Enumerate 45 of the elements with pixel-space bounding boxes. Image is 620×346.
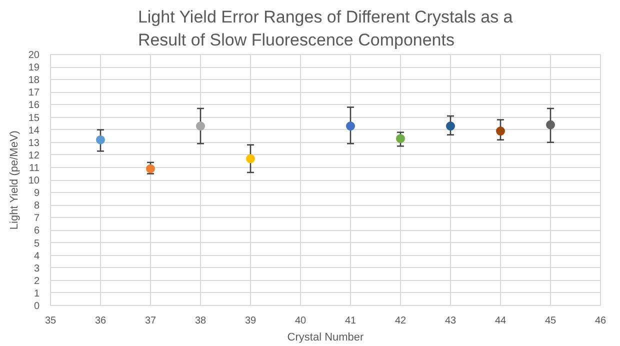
x-tick-label: 44 <box>494 316 506 326</box>
y-tick-label: 9 <box>34 188 40 200</box>
point <box>546 120 555 130</box>
x-tick-label: 46 <box>594 316 606 326</box>
point <box>196 122 205 131</box>
y-tick-label: 12 <box>28 150 40 162</box>
y-tick-label: 2 <box>34 276 40 287</box>
y-tick-label: 1 <box>34 288 40 300</box>
y-tick-label: 3 <box>34 263 40 274</box>
y-tick-label: 19 <box>28 62 40 74</box>
y-tick-label: 14 <box>28 125 40 136</box>
x-tick-label: 38 <box>194 316 206 326</box>
chart-title: Light Yield Error Ranges of Different Crystals as a Result of Slow Fluorescence Components <box>138 8 514 50</box>
y-tick-label: 16 <box>28 100 40 112</box>
x-tick-label: 43 <box>444 316 456 326</box>
y-tick-label: 18 <box>28 75 40 86</box>
x-tick-label: 36 <box>94 316 106 326</box>
y-tick-label: 4 <box>34 250 40 262</box>
point <box>396 134 405 144</box>
y-tick-label: 6 <box>34 226 40 237</box>
y-tick-label: 17 <box>28 88 40 99</box>
point <box>496 126 505 136</box>
y-tick-label: 0 <box>34 301 40 312</box>
y-tick-label: 20 <box>28 50 40 61</box>
y-tick-label: 15 <box>28 112 40 124</box>
y-tick-label: 13 <box>28 138 40 149</box>
x-tick-label: 45 <box>544 316 556 326</box>
point <box>96 135 105 144</box>
x-tick-label: 40 <box>294 316 306 326</box>
y-tick-label: 5 <box>34 238 40 250</box>
x-tick-label: 42 <box>394 316 406 326</box>
y-tick-label: 10 <box>28 176 40 186</box>
y-axis-title: Light Yield (pe/MeV) <box>8 130 20 230</box>
x-tick-label: 39 <box>244 316 256 326</box>
y-tick-label: 8 <box>34 200 40 212</box>
y-tick-label: 7 <box>34 213 40 224</box>
x-tick-label: 37 <box>144 316 156 326</box>
y-tick-label: 11 <box>29 162 40 174</box>
x-axis-title: Crystal Number <box>287 332 364 344</box>
point <box>446 122 455 131</box>
point <box>346 122 355 131</box>
point <box>146 164 155 174</box>
point <box>246 154 255 164</box>
x-tick-label: 35 <box>44 316 56 326</box>
x-tick-label: 41 <box>344 316 356 326</box>
